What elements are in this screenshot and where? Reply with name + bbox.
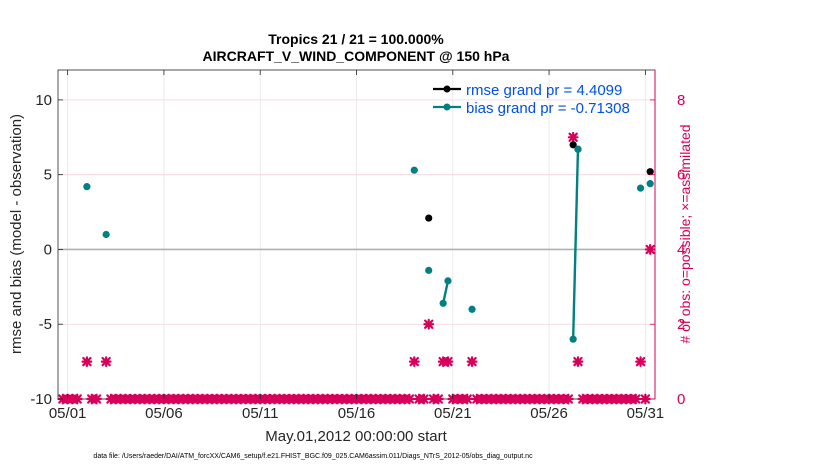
y-tick-label-right: 2 <box>677 316 685 333</box>
bias-point <box>468 305 476 313</box>
x-tick-label: 05/06 <box>145 405 183 422</box>
obs-assimilated-marker <box>461 393 473 405</box>
legend-marker-rmse <box>443 85 451 93</box>
x-tick-label: 05/01 <box>49 405 87 422</box>
bias-point <box>569 335 577 343</box>
bias-point <box>646 180 654 188</box>
obs-assimilated-marker <box>81 356 93 368</box>
y-tick-label-left: 10 <box>35 92 52 109</box>
bias-line <box>571 149 580 340</box>
y-tick-label-right: 8 <box>677 92 685 109</box>
obs-assimilated-marker <box>466 356 478 368</box>
y-tick-label-left: 5 <box>44 167 52 184</box>
y-tick-label-left: 0 <box>44 241 52 258</box>
bias-line <box>441 280 450 304</box>
obs-assimilated-marker <box>423 318 435 330</box>
obs-assimilated-marker <box>404 393 415 405</box>
legend-label-rmse: rmse grand pr = 4.4099 <box>466 82 622 99</box>
legend-marker-bias <box>443 103 451 111</box>
bias-point <box>83 183 91 191</box>
x-tick-label: 05/21 <box>434 405 472 422</box>
series-layer <box>83 141 654 343</box>
y-tick-label-right: 0 <box>677 391 685 408</box>
obs-assimilated-marker <box>635 356 646 368</box>
bias-point <box>410 166 418 174</box>
legend-label-bias: bias grand pr = -0.71308 <box>466 100 630 117</box>
legend: rmse grand pr = 4.4099 bias grand pr = -… <box>433 82 630 117</box>
x-tick-label: 05/16 <box>338 405 376 422</box>
rmse-point <box>569 141 577 149</box>
obs-assimilated-marker <box>630 393 642 405</box>
x-tick-label: 05/31 <box>627 405 665 422</box>
axis-layer: 05/01 05/06 05/11 05/16 05/21 05/26 05/31 -10 -5… <box>30 70 685 422</box>
obs-assimilated-marker <box>432 393 444 405</box>
obs-assimilated-marker <box>572 356 584 368</box>
y-axis-label-left: rmse and bias (model - observation) <box>8 114 25 354</box>
obs-assimilated-marker <box>91 393 102 405</box>
bias-point <box>574 145 582 153</box>
obs-assimilated-marker <box>442 356 454 368</box>
obs-assimilated-marker <box>71 393 83 405</box>
bias-point <box>425 266 433 274</box>
obs-assimilated-marker <box>567 131 579 143</box>
rmse-point <box>425 214 433 222</box>
x-axis-label: May.01,2012 00:00:00 start <box>265 428 447 445</box>
obs-assimilated-marker <box>562 393 574 405</box>
y-tick-label-left: -5 <box>39 316 52 333</box>
obs-assimilated-marker <box>408 356 420 368</box>
y-tick-label-right: 6 <box>677 167 685 184</box>
x-tick-label: 05/26 <box>530 405 568 422</box>
footer-data-file: data file: /Users/raeder/DAI/ATM_forcXX/… <box>93 453 533 460</box>
bias-point <box>636 184 645 192</box>
y-axis-label-right: # of obs: o=possible; ×=assimilated <box>677 124 693 343</box>
y-tick-label-left: -10 <box>30 391 52 408</box>
chart-title-line1: Tropics 21 / 21 = 100.000% <box>268 31 444 47</box>
y-tick-label-right: 4 <box>677 241 685 258</box>
bias-point <box>102 230 110 239</box>
bias-point <box>444 277 452 285</box>
obs-assimilated-marker <box>418 393 430 405</box>
bias-point <box>439 299 447 307</box>
chart-title-line2: AIRCRAFT_V_WIND_COMPONENT @ 150 hPa <box>203 48 510 64</box>
rmse-point <box>646 168 654 176</box>
x-tick-label: 05/11 <box>242 405 278 422</box>
obs-assimilated-marker <box>100 356 112 368</box>
